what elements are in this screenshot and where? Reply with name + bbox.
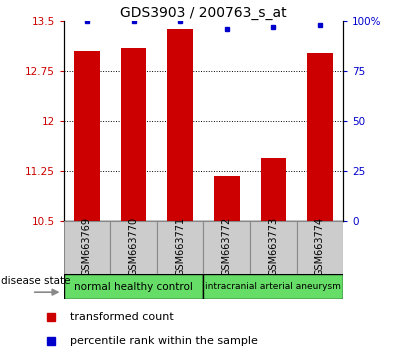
Bar (307, 53, 333, 221)
Text: transformed count: transformed count (70, 312, 173, 322)
Text: normal healthy control: normal healthy control (74, 282, 193, 292)
Bar (64, 221, 110, 274)
Title: GDS3903 / 200763_s_at: GDS3903 / 200763_s_at (120, 6, 287, 20)
Text: GSM663774: GSM663774 (315, 217, 325, 276)
Bar (261, 158, 286, 221)
Bar (214, 176, 240, 221)
Bar (167, 29, 193, 221)
Text: GSM663772: GSM663772 (222, 217, 232, 276)
Text: GSM663773: GSM663773 (268, 217, 278, 276)
Bar (157, 221, 203, 274)
Text: GSM663770: GSM663770 (129, 217, 139, 276)
Text: disease state: disease state (1, 276, 71, 286)
Text: percentile rank within the sample: percentile rank within the sample (70, 336, 258, 346)
Text: intracranial arterial aneurysm: intracranial arterial aneurysm (206, 282, 341, 291)
Bar (74, 51, 100, 221)
Bar (297, 221, 343, 274)
Bar (121, 48, 146, 221)
Text: GSM663771: GSM663771 (175, 217, 185, 276)
Bar (203, 274, 343, 299)
Bar (250, 221, 297, 274)
Bar (203, 221, 250, 274)
Text: GSM663769: GSM663769 (82, 217, 92, 276)
Bar (110, 221, 157, 274)
Bar (64, 274, 203, 299)
